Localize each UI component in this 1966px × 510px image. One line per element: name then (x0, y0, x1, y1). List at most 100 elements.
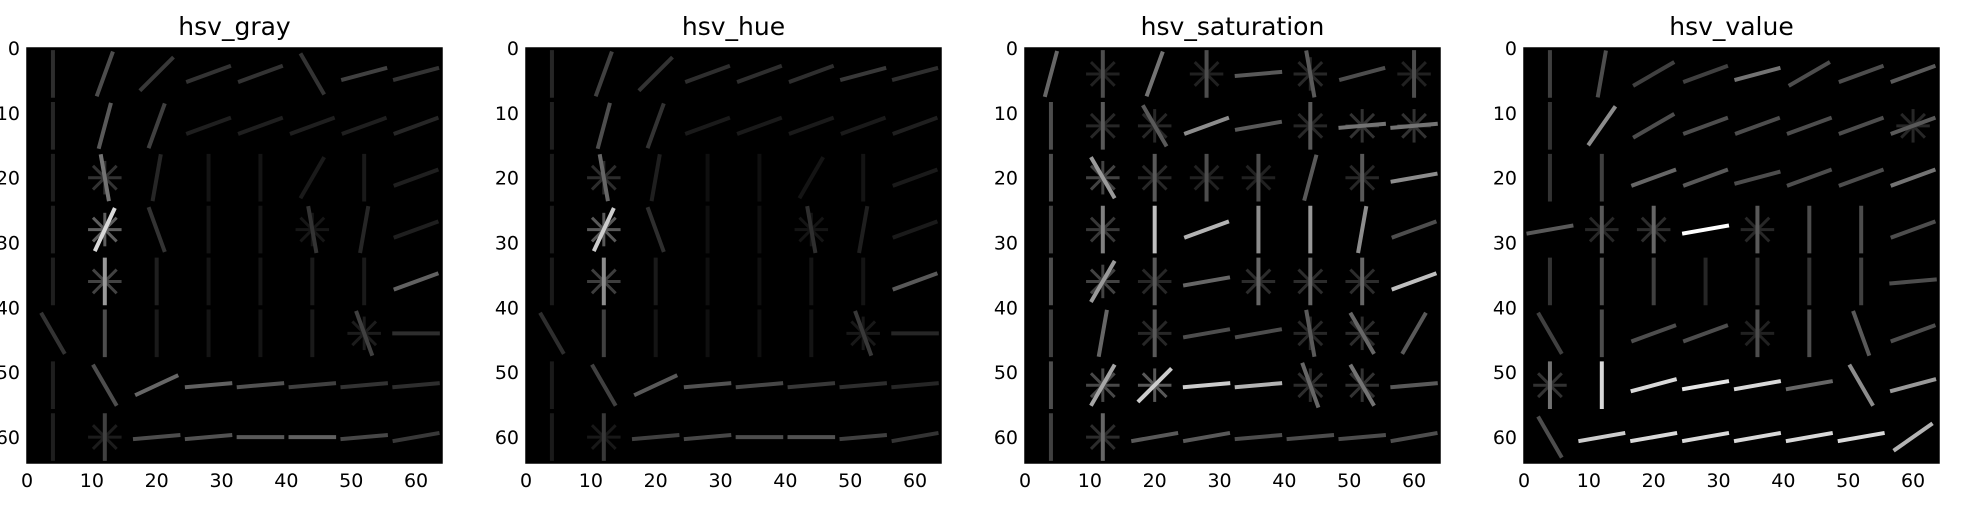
y-tick-label: 30 (1493, 233, 1517, 255)
hog-cell (1137, 104, 1172, 148)
hog-dominant-orientation (134, 373, 180, 398)
hog-cell (1293, 309, 1328, 358)
hog-cell (340, 432, 389, 442)
hog-dominant-orientation (1681, 430, 1730, 444)
hog-dominant-orientation (1682, 323, 1729, 344)
hog-cell (1345, 311, 1379, 355)
hog-dominant-orientation (1630, 167, 1677, 188)
hog-dominant-orientation (683, 381, 732, 390)
hog-cell (794, 205, 829, 254)
hog-cell (1182, 381, 1231, 390)
hog-dominant-orientation (341, 115, 388, 136)
hog-dominant-orientation (146, 206, 167, 253)
hog-dominant-orientation (96, 102, 113, 150)
hog-dominant-orientation (1838, 63, 1885, 84)
hog-dominant-orientation (1733, 379, 1782, 392)
hog-dominant-orientation (1536, 415, 1564, 459)
hog-cell (1086, 156, 1120, 200)
x-tick-label: 20 (1143, 470, 1167, 492)
hog-cell (237, 63, 284, 84)
hog-dominant-orientation (1838, 167, 1885, 188)
hog-dominant-orientation (184, 381, 233, 390)
hog-dominant-orientation (1889, 277, 1937, 286)
hog-cell (1890, 219, 1937, 240)
hog-dominant-orientation (1234, 432, 1283, 442)
hog-cell (1733, 65, 1781, 83)
hog-cell (184, 381, 233, 390)
hog-dominant-orientation (1130, 430, 1179, 444)
hog-dominant-orientation (1787, 60, 1831, 88)
y-tick-label: 20 (0, 168, 20, 190)
hog-dominant-orientation (736, 115, 783, 136)
hog-cell (1183, 115, 1230, 136)
hog-cell (1785, 379, 1834, 392)
image-area (1524, 48, 1939, 463)
hog-dominant-orientation (306, 205, 319, 254)
hog-cell (587, 413, 621, 461)
hog-dominant-orientation (684, 115, 731, 136)
hog-cell (347, 310, 381, 357)
hog-cell (846, 310, 880, 357)
x-tick-label: 60 (404, 470, 428, 492)
hog-cell (1241, 257, 1276, 306)
hog-cell (1890, 63, 1937, 84)
hog-cell (39, 311, 67, 355)
hog-cell (1851, 310, 1872, 357)
hog-dominant-orientation (1630, 377, 1678, 394)
hog-dominant-orientation (132, 432, 181, 442)
hog-cell (891, 381, 939, 390)
hog-cell (1889, 277, 1937, 286)
hog-dominant-orientation (891, 381, 939, 390)
hog-cell (358, 205, 371, 254)
x-tick-label: 30 (1207, 470, 1231, 492)
y-tick-label: 0 (507, 38, 519, 60)
hog-cell (1838, 115, 1885, 136)
hog-cell (683, 432, 732, 442)
hog-cell (1786, 115, 1833, 136)
hog-cell (392, 381, 440, 390)
hog-dominant-orientation (840, 115, 887, 136)
hog-dominant-orientation (787, 381, 836, 390)
hog-dominant-orientation (1183, 219, 1230, 240)
x-tick-label: 30 (708, 470, 732, 492)
hog-dominant-orientation (1286, 432, 1335, 442)
hog-cell (593, 50, 614, 97)
x-tick-label: 60 (1402, 470, 1426, 492)
hog-cell (1345, 257, 1379, 306)
hog-cell (88, 207, 122, 252)
hog-cell (1086, 413, 1120, 461)
hog-dominant-orientation (1785, 379, 1834, 392)
hog-cell (340, 381, 389, 390)
hog-dominant-orientation (1391, 271, 1438, 292)
hog-cell (1400, 311, 1428, 355)
hog-cell (1533, 361, 1567, 409)
x-tick-label: 30 (209, 470, 233, 492)
hog-cell (288, 381, 337, 390)
hog-dominant-orientation (1889, 377, 1937, 394)
hog-dominant-orientation (392, 381, 440, 390)
hog-dominant-orientation (184, 432, 233, 442)
y-tick-label: 10 (1493, 103, 1517, 125)
hog-cell (341, 115, 388, 136)
hog-dominant-orientation (1890, 63, 1937, 84)
hog-cell (1356, 205, 1369, 254)
hog-cell (1137, 309, 1172, 358)
hog-dominant-orientation (1348, 363, 1376, 407)
hog-cell (787, 381, 836, 390)
hog-cell (631, 432, 680, 442)
hog-dominant-orientation (1632, 112, 1676, 140)
panel-title: hsv_gray (178, 12, 291, 41)
hog-cell (633, 373, 679, 398)
hog-cell (684, 63, 731, 84)
hog-cell (1136, 366, 1173, 404)
hog-cell (1632, 60, 1676, 88)
hog-dominant-orientation (683, 432, 732, 442)
x-tick-label: 50 (838, 470, 862, 492)
hog-dominant-orientation (98, 153, 111, 202)
hog-dominant-orientation (892, 219, 939, 240)
y-tick-label: 30 (495, 233, 519, 255)
hog-cell (1734, 115, 1781, 136)
hog-cell (1838, 167, 1885, 188)
